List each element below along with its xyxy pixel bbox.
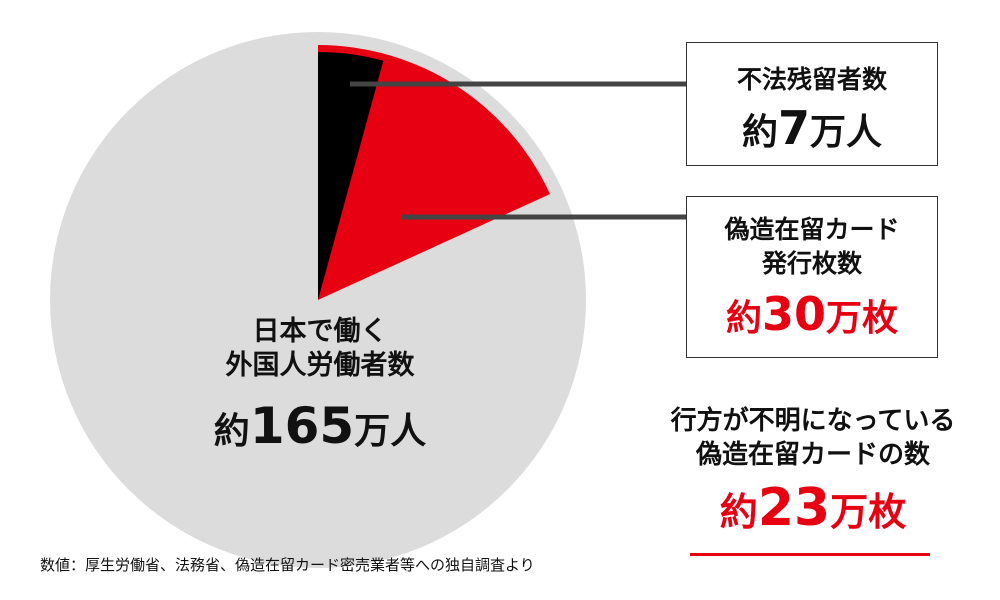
total-number: 165 <box>249 397 355 455</box>
forged-unit: 万枚 <box>826 298 899 339</box>
total-unit: 万人 <box>354 411 427 452</box>
forged-label-line2: 発行枚数 <box>761 249 862 278</box>
pie-slice-forged-cards <box>318 45 550 300</box>
total-prefix: 約 <box>213 411 250 452</box>
overstay-prefix: 約 <box>741 112 778 153</box>
forged-value: 約30万枚 <box>687 287 937 341</box>
total-label-line2: 外国人労働者数 <box>225 350 415 381</box>
total-value: 約165万人 <box>195 397 445 455</box>
missing-prefix: 約 <box>719 490 758 534</box>
forged-prefix: 約 <box>725 298 762 339</box>
missing-label-line1: 行方が不明になっている <box>670 406 956 436</box>
missing-unit: 万枚 <box>830 490 907 534</box>
overstay-box: 不法残留者数 約7万人 <box>686 42 938 166</box>
overstay-label: 不法残留者数 <box>736 65 887 94</box>
missing-cards-block: 行方が不明になっている 偽造在留カードの数 約23万枚 <box>668 404 958 538</box>
forged-number: 30 <box>761 287 826 341</box>
forged-box: 偽造在留カード 発行枚数 約30万枚 <box>686 196 938 358</box>
overstay-value: 約7万人 <box>687 101 937 155</box>
source-footnote: 数値：厚生労働省、法務省、偽造在留カード密売業者等への独自調査より <box>40 556 535 574</box>
overstay-unit: 万人 <box>810 112 883 153</box>
missing-value: 約23万枚 <box>668 478 958 538</box>
missing-number: 23 <box>757 478 831 538</box>
pie-slice-overstay <box>318 52 384 300</box>
total-label: 日本で働く 外国人労働者数 約165万人 <box>195 315 445 455</box>
missing-underline <box>690 553 930 556</box>
forged-label-line1: 偽造在留カード <box>724 215 900 244</box>
overstay-number: 7 <box>777 101 810 155</box>
total-label-line1: 日本で働く <box>252 316 388 347</box>
missing-label-line2: 偽造在留カードの数 <box>695 440 930 470</box>
